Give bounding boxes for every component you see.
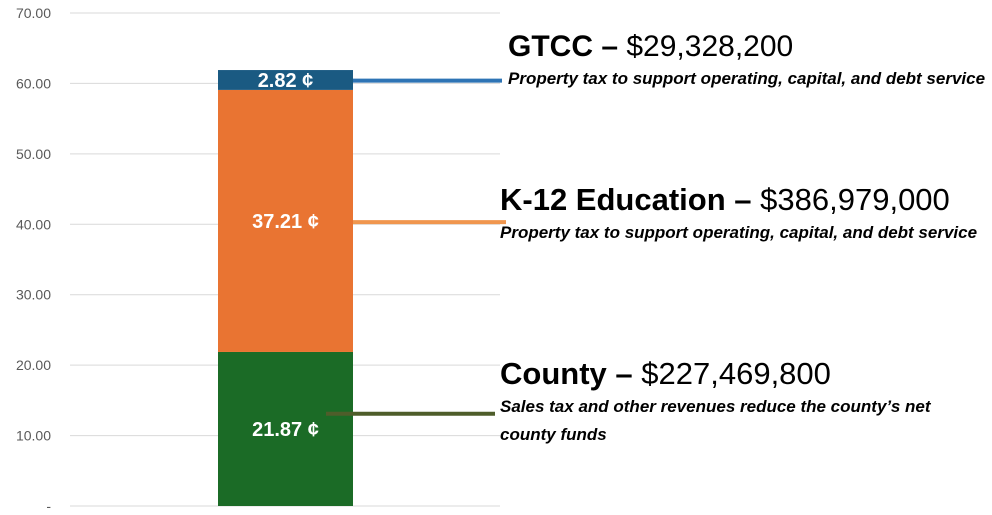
data-labels: 21.87 ¢ 37.21 ¢ 2.82 ¢ [252,70,319,441]
data-label-gtcc: 2.82 ¢ [258,70,314,92]
annotation-k12-heading: K-12 Education – $386,979,000 [500,182,980,217]
annotation-k12-description: Property tax to support operating, capit… [500,223,978,243]
annotation-county-name: County [500,356,607,391]
y-tick-label: 20.00 [16,357,51,373]
bar-segment-k-12-education [218,89,353,352]
annotation-county: County – $227,469,800 Sales tax and othe… [500,356,980,449]
annotation-k12: K-12 Education – $386,979,000 Property t… [500,182,980,247]
data-label-county: 21.87 ¢ [252,419,319,441]
annotation-k12-amount: $386,979,000 [760,182,950,217]
bar-segments [218,70,353,506]
annotation-gtcc-amount: $29,328,200 [626,30,794,63]
y-tick-label: - [46,498,51,514]
annotation-gtcc-name: GTCC [508,30,593,63]
y-axis-ticks: - 10.00 20.00 30.00 40.00 50.00 60.00 70.00 [16,5,51,514]
y-tick-label: 70.00 [16,5,51,21]
annotation-county-amount: $227,469,800 [641,356,831,391]
y-tick-label: 10.00 [16,428,51,444]
annotation-k12-name: K-12 Education [500,182,726,217]
annotation-gtcc-description: Property tax to support operating, capit… [508,69,986,88]
annotation-gtcc-heading: GTCC – $29,328,200 [508,30,988,63]
y-tick-label: 30.00 [16,287,51,303]
annotation-county-dash: – [615,356,633,391]
annotation-gtcc: GTCC – $29,328,200 Property tax to suppo… [508,30,988,93]
y-tick-label: 50.00 [16,146,51,162]
bar-segment-gtcc [218,70,353,90]
annotation-county-heading: County – $227,469,800 [500,356,980,391]
annotation-gtcc-dash: – [601,30,619,63]
annotation-county-description: Sales tax and other revenues reduce the … [500,397,931,445]
y-tick-label: 40.00 [16,216,51,232]
bar-segment-county [218,351,353,506]
leader-lines [326,78,506,416]
y-tick-label: 60.00 [16,75,51,91]
data-label-k-12-education: 37.21 ¢ [252,211,319,233]
annotation-k12-dash: – [734,182,752,217]
